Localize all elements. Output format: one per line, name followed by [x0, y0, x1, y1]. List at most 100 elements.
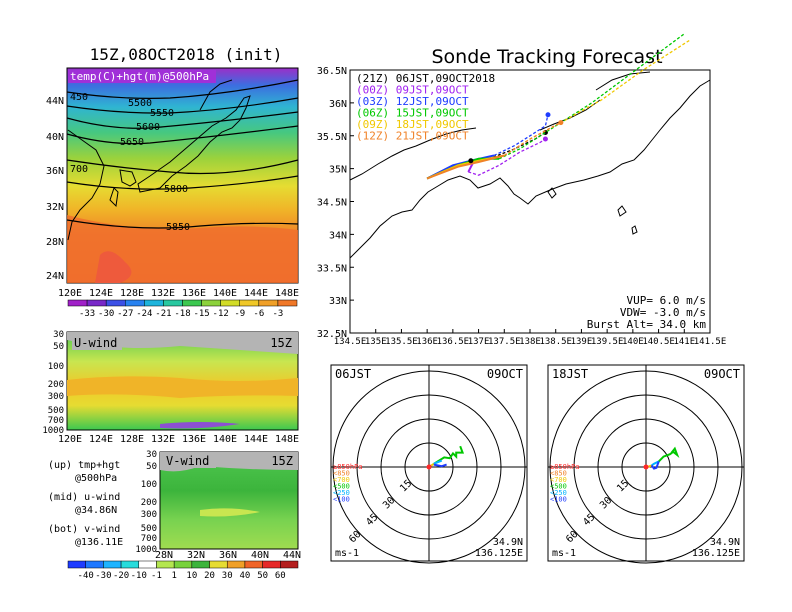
hodo-level: ≥850hPa [333, 463, 363, 471]
vwind-y-tick: 30 [146, 450, 157, 460]
map-y-tick: 40N [46, 132, 64, 143]
hodo-unit: ms-1 [335, 548, 359, 559]
uwind-x-tick: 140E [213, 434, 237, 445]
info-line: VDW= -3.0 m/s [620, 306, 706, 319]
info-line: Burst Alt= 34.0 km [587, 318, 707, 331]
vwind-y-tick: 300 [141, 510, 157, 520]
hodo-trace [433, 445, 465, 465]
colorbar-swatch [280, 560, 299, 569]
vwind-x-tick: 36N [219, 550, 237, 561]
temp-colorbar: -33 -30 -27 -24 -21 -18 -15 -12 -9 -6 -3 [67, 299, 298, 319]
x-tick-label: 141.5E [694, 337, 727, 347]
vwind-label: V-wind [166, 454, 209, 468]
hodo-trace [648, 464, 652, 468]
hodo-level: <500 [333, 483, 350, 491]
y-tick-label: 35N [329, 165, 347, 176]
x-tick-label: 140E [622, 337, 644, 347]
colorbar-label: 1 [171, 571, 176, 581]
legend-entry: (06Z) 15JST,09OCT [356, 107, 469, 120]
colorbar-label: 60 [275, 571, 286, 581]
uwind-x-tick: 144E [244, 434, 268, 445]
hodo-level: <700 [333, 476, 350, 484]
map-x-ticks: 120E 124E 128E 132E 136E 140E 144E 148E [58, 288, 299, 299]
uwind-x-tick: 148E [275, 434, 299, 445]
uwind-y-tick: 50 [53, 342, 64, 352]
map-x-tick: 144E [244, 288, 268, 299]
colorbar-swatch [144, 299, 164, 307]
vwind-x-tick: 28N [155, 550, 173, 561]
track-legend: (21Z) 06JST,09OCT2018(00Z) 09JST,09OCT(0… [356, 72, 495, 143]
colorbar-label: -24 [136, 309, 152, 319]
uwind-x-tick: 132E [151, 434, 175, 445]
colorbar-label: -15 [193, 309, 209, 319]
uwind-x-tick: 136E [182, 434, 206, 445]
hodo-lat: 34.9N [710, 537, 740, 548]
y-tick-label: 33.5N [317, 263, 347, 274]
hodo-lon: 136.125E [475, 548, 523, 559]
contour-label: 700 [70, 164, 88, 175]
uwind-panel: U-wind 15Z [66, 331, 299, 431]
colorbar-label: -30 [98, 309, 114, 319]
x-tick-label: 137.5E [488, 337, 521, 347]
x-tick-label: 136.5E [437, 337, 470, 347]
colorbar-label: -3 [272, 309, 283, 319]
hodo-level: <100 [550, 496, 567, 504]
colorbar-swatch [156, 560, 175, 569]
contour-label: 5500 [128, 98, 152, 109]
track-series-solid [426, 154, 505, 180]
map-x-tick: 136E [182, 288, 206, 299]
colorbar-swatch [105, 299, 126, 307]
colorbar-label: -10 [131, 571, 147, 581]
hodo-time-right: 09OCT [704, 367, 740, 381]
contour-label: 5850 [166, 222, 190, 233]
note-line: @500hPa [75, 473, 117, 484]
contour-label: 5550 [150, 108, 174, 119]
colorbar-swatch [86, 299, 107, 307]
contour-label: 5650 [120, 137, 144, 148]
track-lines [426, 33, 690, 180]
hodo-trace [433, 459, 443, 465]
vwind-x-tick: 40N [251, 550, 269, 561]
uwind-y-tick: 500 [48, 406, 64, 416]
track-endpoint [558, 120, 564, 126]
colorbar-label: -33 [79, 309, 95, 319]
hodo-lon: 136.125E [692, 548, 740, 559]
colorbar-swatch [120, 560, 140, 569]
track-series-dashed [468, 138, 546, 176]
track-series-dashed [493, 114, 549, 157]
colorbar-label: -30 [95, 571, 111, 581]
legend-entry: (12Z) 21JST,09OCT [356, 130, 469, 143]
colorbar-swatch [209, 560, 228, 569]
left-title: 15Z,08OCT2018 (init) [90, 45, 283, 64]
uwind-x-tick: 120E [58, 434, 82, 445]
vwind-x-tick: 44N [283, 550, 301, 561]
colorbar-label: -12 [213, 309, 229, 319]
colorbar-label: -40 [78, 571, 94, 581]
hodo-trace [650, 461, 660, 470]
x-tick-label: 138E [519, 337, 541, 347]
map-x-tick: 124E [89, 288, 113, 299]
wind-colorbar: -40 -30 -20 -10 -1 1 10 20 30 40 50 60 [67, 560, 299, 581]
info-line: VUP= 6.0 m/s [627, 294, 706, 307]
hodo-origin [426, 464, 432, 470]
map-x-tick: 132E [151, 288, 175, 299]
x-tick-label: 137E [468, 337, 490, 347]
colorbar-swatch [182, 299, 202, 307]
colorbar-label: 40 [240, 571, 251, 581]
colorbar-label: -18 [174, 309, 190, 319]
track-series-dashed [498, 33, 685, 160]
track-mid-point [468, 158, 474, 164]
note-line: (up) tmp+hgt [48, 460, 120, 471]
track-map [349, 69, 711, 334]
colorbar-label: 30 [222, 571, 233, 581]
legend-entry: (21Z) 06JST,09OCT2018 [356, 72, 495, 85]
hodo-time-left: 06JST [335, 367, 371, 381]
colorbar-label: 50 [257, 571, 268, 581]
vwind-y-tick: 200 [141, 498, 157, 508]
x-tick-label: 140.5E [642, 337, 675, 347]
colorbar-label: 20 [204, 571, 215, 581]
uwind-y-tick: 700 [48, 416, 64, 426]
uwind-x-tick: 124E [89, 434, 113, 445]
